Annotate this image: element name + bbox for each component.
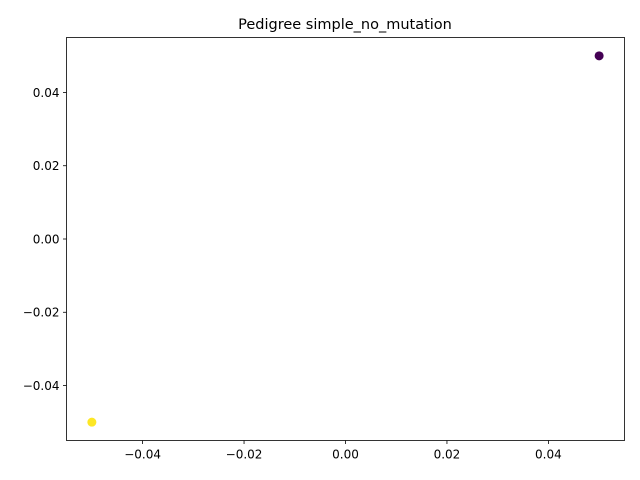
y-tick-label: 0.00 xyxy=(33,232,60,246)
scatter-point xyxy=(87,417,97,427)
chart-title: Pedigree simple_no_mutation xyxy=(238,17,452,33)
x-tick-label: 0.00 xyxy=(332,448,359,462)
scatter-point xyxy=(594,51,604,61)
y-tick-label: −0.04 xyxy=(23,379,60,393)
x-tick-label: −0.04 xyxy=(124,448,161,462)
x-tick-label: 0.04 xyxy=(535,448,562,462)
x-tick-label: 0.02 xyxy=(434,448,461,462)
axes-frame xyxy=(66,37,625,441)
x-tick-label: −0.02 xyxy=(226,448,263,462)
y-tick-label: −0.02 xyxy=(23,306,60,320)
ticks-layer: −0.04 −0.02 0.00 0.02 0.04 −0.04 −0.02 0.00 0.02… xyxy=(23,86,562,462)
points-layer xyxy=(87,51,604,427)
y-tick-label: 0.02 xyxy=(33,159,60,173)
y-tick-label: 0.04 xyxy=(33,86,60,100)
